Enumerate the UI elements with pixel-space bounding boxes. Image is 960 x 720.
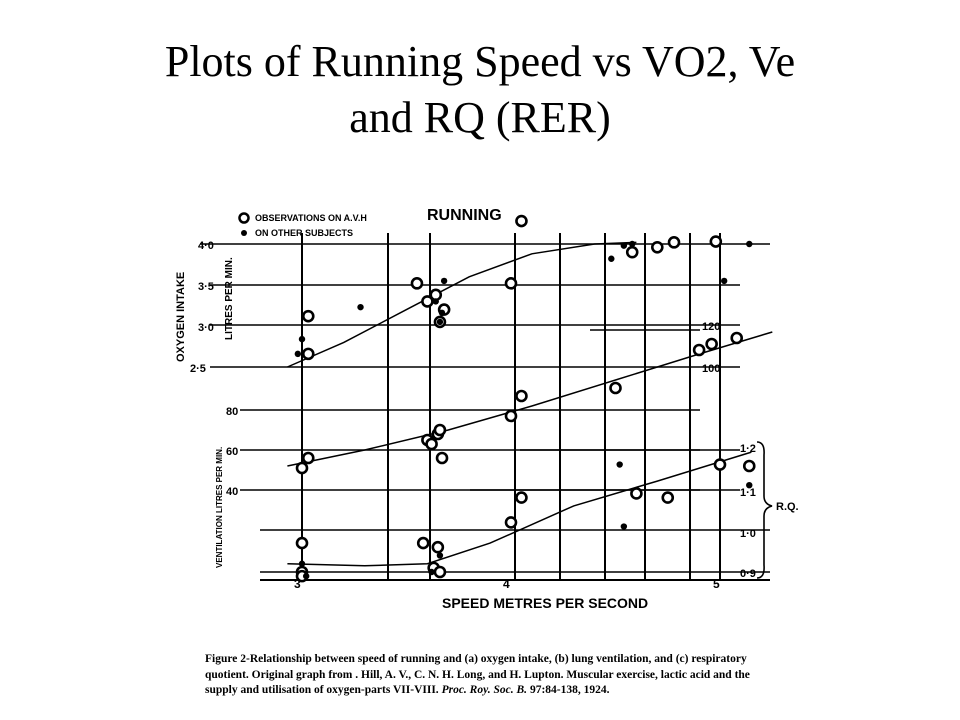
y-tick-label: 60 xyxy=(226,446,238,458)
legend-marker-open-circle xyxy=(238,212,250,224)
oxygen-intake-point-avh xyxy=(504,277,518,290)
y-tick-label: 3·0 xyxy=(198,322,214,334)
oxygen-intake-point-other xyxy=(436,318,444,326)
oxygen-intake-point-other xyxy=(432,298,439,305)
respiratory-quotient-point-other xyxy=(746,482,753,489)
oxygen-intake-point-other xyxy=(357,303,364,311)
x-tick-label: 5 xyxy=(713,577,720,591)
respiratory-quotient-point-other xyxy=(298,560,306,567)
ventilation-point-avh xyxy=(609,381,622,395)
y-tick-labels-ventilation: 80 60 40 120 100 xyxy=(226,321,720,498)
respiratory-quotient-point-avh xyxy=(431,540,445,554)
caption-journal: Proc. Roy. Soc. B. xyxy=(441,684,528,696)
figure-caption: Figure 2-Relationship between speed of r… xyxy=(205,652,785,699)
respiratory-quotient-point-avh xyxy=(504,516,518,529)
oxygen-intake-point-avh xyxy=(667,236,681,249)
oxygen-intake-point-other xyxy=(298,335,306,343)
respiratory-quotient-point-avh xyxy=(630,487,643,500)
caption-citation: 97:84-138, 1924. xyxy=(529,684,610,696)
oxygen-intake-point-avh xyxy=(515,214,528,228)
oxygen-intake-point-other xyxy=(438,309,446,317)
y-tick-label: 3·5 xyxy=(198,281,214,293)
rq-axis-label: R.Q. xyxy=(776,501,799,513)
oxygen-intake-point-avh xyxy=(421,295,434,308)
oxygen-intake-point-avh xyxy=(625,245,639,259)
x-axis-title: SPEED METRES PER SECOND xyxy=(442,595,648,611)
ventilation-point-avh xyxy=(425,437,438,451)
y-tick-label: 80 xyxy=(226,406,238,418)
y-axis-title-ventilation: VENTILATION LITRES PER MIN. xyxy=(215,447,224,568)
y-tick-label: 1·0 xyxy=(740,528,756,540)
oxygen-intake-point-avh xyxy=(301,347,315,361)
ventilation-point-avh xyxy=(504,409,518,423)
slide-title: Plots of Running Speed vs VO2, Ve and RQ… xyxy=(60,34,900,146)
oxygen-intake-point-other xyxy=(440,277,448,285)
respiratory-quotient-point-other xyxy=(616,461,623,468)
y-axis-title-oxygen: OXYGEN INTAKE xyxy=(175,272,187,362)
ventilation-point-avh xyxy=(692,343,706,357)
y-tick-label: 2·5 xyxy=(190,363,206,375)
respiratory-quotient-point-other xyxy=(302,572,310,580)
legend-label-avh: OBSERVATIONS ON A.V.H xyxy=(255,213,367,223)
oxygen-intake-point-avh xyxy=(650,240,664,254)
oxygen-intake-point-other xyxy=(720,277,728,285)
x-tick-label: 3 xyxy=(294,577,301,591)
respiratory-quotient-point-avh xyxy=(661,491,675,504)
respiratory-quotient-point-other xyxy=(620,523,628,530)
oxygen-intake-point-avh xyxy=(709,235,723,248)
y-tick-label: 4·0 xyxy=(198,240,214,252)
oxygen-intake-curve xyxy=(287,241,637,368)
oxygen-intake-point-other xyxy=(608,255,615,262)
respiratory-quotient-curve xyxy=(287,451,752,567)
chart-title: RUNNING xyxy=(427,207,502,224)
ventilation-point-avh xyxy=(730,331,744,345)
ventilation-point-avh xyxy=(435,451,449,465)
y-tick-label: 0·9 xyxy=(740,568,756,580)
rq-brace xyxy=(756,441,773,579)
legend-label-other: ON OTHER SUBJECTS xyxy=(255,228,353,238)
y-tick-label: 1·1 xyxy=(740,487,756,499)
ventilation-point-avh xyxy=(742,459,756,473)
ventilation-point-avh xyxy=(301,451,315,465)
respiratory-quotient-point-avh xyxy=(433,565,447,579)
data-points xyxy=(294,214,756,583)
x-tick-labels: 3 4 5 xyxy=(294,577,720,591)
fitted-curves xyxy=(287,241,773,567)
oxygen-intake-point-other xyxy=(629,240,636,248)
y-tick-label-right: 120 xyxy=(702,321,720,333)
respiratory-quotient-point-other xyxy=(436,552,444,559)
y-tick-labels-oxygen: 4·0 3·5 3·0 2·5 xyxy=(190,240,214,375)
respiratory-quotient-point-avh xyxy=(295,536,309,550)
y-axis-titles: OXYGEN INTAKE LITRES PER MIN. VENTILATIO… xyxy=(175,257,235,568)
caption-text: Figure 2-Relationship between speed of r… xyxy=(205,653,750,696)
oxygen-intake-point-other xyxy=(746,240,753,248)
slide-title-line-1: Plots of Running Speed vs VO2, Ve xyxy=(164,37,796,86)
y-axis-title-oxygen-units: LITRES PER MIN. xyxy=(224,257,235,340)
oxygen-intake-point-avh xyxy=(301,309,315,323)
x-tick-label: 4 xyxy=(503,577,510,591)
legend-marker-filled-dot xyxy=(241,230,247,236)
ventilation-point-avh xyxy=(295,461,309,475)
respiratory-quotient-point-avh xyxy=(416,536,430,550)
oxygen-intake-point-avh xyxy=(410,277,424,290)
y-tick-label: 1·2 xyxy=(740,443,756,455)
y-tick-label: 40 xyxy=(226,486,238,498)
ventilation-point-avh xyxy=(433,423,447,437)
respiratory-quotient-point-other xyxy=(428,568,435,576)
oxygen-intake-point-other xyxy=(620,242,628,249)
y-tick-labels-rq: 1·2 1·1 1·0 0·9 R.Q. xyxy=(740,441,799,580)
y-tick-label-right: 100 xyxy=(702,363,720,375)
respiratory-quotient-point-avh xyxy=(515,491,528,504)
respiratory-quotient-point-avh xyxy=(713,458,727,471)
slide-title-line-2: and RQ (RER) xyxy=(349,93,611,142)
chart-grid xyxy=(200,233,770,581)
oxygen-intake-point-other xyxy=(294,350,302,358)
ventilation-point-avh xyxy=(705,337,718,351)
chart-legend: OBSERVATIONS ON A.V.H ON OTHER SUBJECTS xyxy=(238,212,367,238)
ventilation-point-avh xyxy=(515,389,528,403)
